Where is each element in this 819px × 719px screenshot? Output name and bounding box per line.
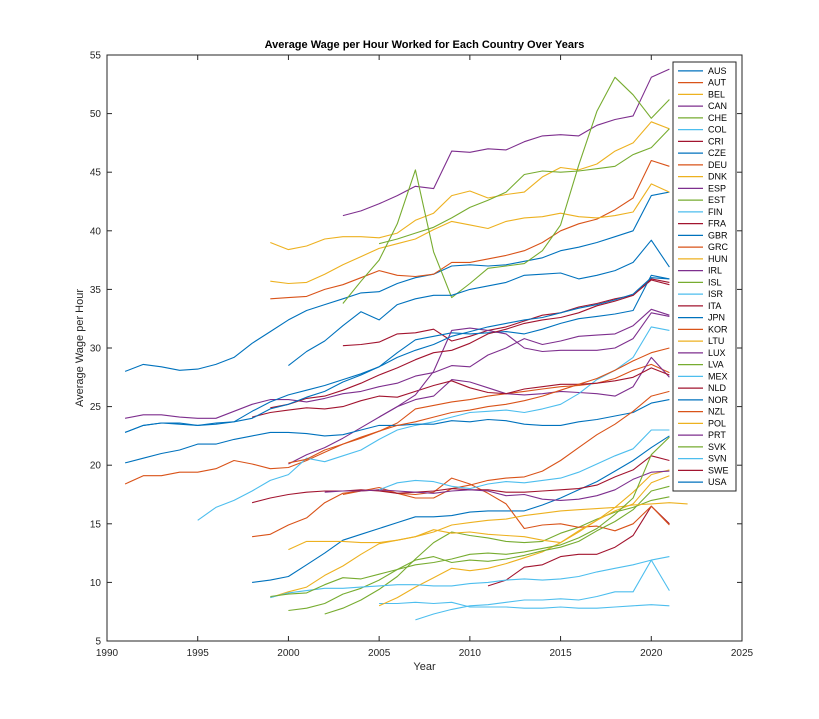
x-axis-label: Year: [413, 661, 436, 673]
series-line-pol: [288, 502, 688, 551]
series-line-lux: [378, 312, 670, 418]
series-line-isr: [415, 559, 670, 621]
series-line-mex: [270, 556, 670, 599]
x-tick-label: 1990: [96, 648, 119, 659]
y-tick-label: 25: [90, 402, 102, 413]
series-line-lva: [288, 485, 670, 612]
y-tick-label: 35: [90, 285, 102, 296]
y-axis-label: Average Wage per Hour: [74, 289, 86, 407]
legend-label: CHE: [708, 113, 727, 123]
series-line-irl: [342, 68, 670, 217]
x-tick-label: 2005: [368, 648, 391, 659]
series-line-nzl: [288, 347, 670, 464]
legend-label: POL: [708, 418, 726, 428]
series-line-col: [379, 601, 670, 609]
legend-label: GBR: [708, 230, 728, 240]
series-line-swe: [270, 278, 670, 409]
x-tick-label: 2020: [640, 648, 663, 659]
legend-label: AUT: [708, 78, 727, 88]
x-tick-label: 2010: [459, 648, 482, 659]
legend-box: [672, 61, 737, 492]
legend-label: FRA: [708, 219, 726, 229]
series-line-dnk: [270, 183, 670, 285]
y-tick-label: 10: [90, 578, 102, 589]
series-line-aut: [270, 159, 670, 300]
series-line-isl: [342, 76, 670, 304]
series-line-deu: [124, 363, 670, 485]
legend-label: CRI: [708, 136, 724, 146]
series-line-hun: [270, 475, 670, 599]
legend-label: NZL: [708, 407, 725, 417]
y-tick-label: 15: [90, 519, 102, 530]
legend-label: LUX: [708, 348, 726, 358]
series-line-cze: [252, 435, 670, 583]
series-line-est: [324, 496, 670, 615]
series-line-prt: [324, 470, 670, 501]
legend-label: LTU: [708, 336, 724, 346]
legend-label: USA: [708, 477, 727, 487]
legend-label: SVN: [708, 454, 727, 464]
series-line-nld: [251, 455, 670, 504]
series-line-aus: [124, 191, 670, 372]
legend-label: CZE: [708, 148, 726, 158]
x-tick-label: 2025: [731, 648, 754, 659]
legend-label: BEL: [708, 89, 725, 99]
legend-label: ITA: [708, 301, 721, 311]
legend-label: ISR: [708, 289, 724, 299]
plot-area: [107, 55, 742, 641]
y-tick-label: 45: [90, 168, 102, 179]
legend-label: HUN: [708, 254, 728, 264]
series-line-cri: [487, 505, 670, 587]
legend-label: GRC: [708, 242, 729, 252]
legend-label: NLD: [708, 383, 727, 393]
series-line-gbr: [124, 274, 670, 433]
series-line-nor: [288, 239, 670, 367]
legend-label: KOR: [708, 324, 728, 334]
legend-label: ESP: [708, 183, 726, 193]
y-tick-label: 40: [90, 226, 102, 237]
x-tick-label: 2015: [549, 648, 572, 659]
legend-label: DEU: [708, 160, 727, 170]
series-line-grc: [252, 477, 670, 538]
legend-label: SWE: [708, 465, 729, 475]
y-tick-label: 50: [90, 109, 102, 120]
series-line-bel: [270, 121, 670, 251]
x-tick-label: 2000: [277, 648, 300, 659]
y-tick-label: 30: [90, 344, 102, 355]
series-line-ltu: [378, 469, 670, 607]
y-tick-label: 55: [90, 51, 102, 62]
legend-label: DNK: [708, 172, 727, 182]
legend-label: SVK: [708, 442, 726, 452]
series-line-can: [124, 308, 670, 419]
legend-label: AUS: [708, 66, 727, 76]
series-line-svn: [378, 429, 670, 491]
legend-label: MEX: [708, 371, 728, 381]
legend-label: JPN: [708, 313, 725, 323]
x-tick-label: 1995: [187, 648, 210, 659]
series-line-usa: [124, 277, 670, 433]
legend-label: EST: [708, 195, 726, 205]
legend-label: LVA: [708, 360, 724, 370]
y-tick-label: 20: [90, 461, 102, 472]
legend-label: PRT: [708, 430, 726, 440]
series-line-svk: [270, 436, 670, 598]
series-line-fra: [342, 279, 670, 347]
legend-label: NOR: [708, 395, 729, 405]
legend-label: COL: [708, 125, 727, 135]
chart-title: Average Wage per Hour Worked for Each Co…: [265, 39, 585, 51]
legend-label: ISL: [708, 277, 722, 287]
x-axis-ticks: 1990 1995 2000 2005 2010 2015 2020 2025: [96, 55, 754, 659]
y-tick-label: 5: [95, 637, 101, 648]
legend-label: FIN: [708, 207, 723, 217]
y-axis-ticks: 5 10 15 20 25 30 35 40 45 50 55: [90, 51, 742, 648]
series-line-fin: [197, 326, 670, 521]
series-lines: [124, 68, 688, 621]
series-line-ita: [251, 367, 670, 418]
legend-label: CAN: [708, 101, 727, 111]
legend-label: IRL: [708, 266, 722, 276]
series-line-esp: [288, 356, 670, 465]
series-line-che: [378, 128, 670, 245]
